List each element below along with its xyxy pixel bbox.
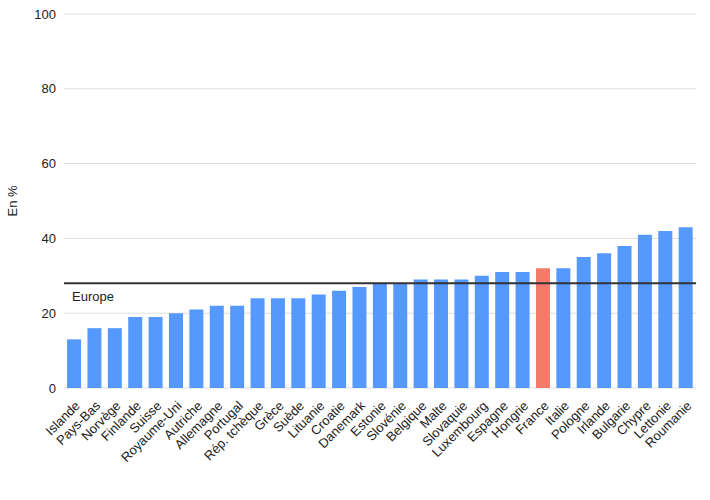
- svg-text:Suisse: Suisse: [126, 398, 165, 437]
- svg-text:Norvège: Norvège: [78, 398, 124, 444]
- svg-text:Slovénie: Slovénie: [363, 398, 409, 444]
- svg-text:60: 60: [42, 156, 56, 171]
- svg-text:France: France: [512, 398, 552, 438]
- svg-text:Pays-Bas: Pays-Bas: [53, 398, 104, 448]
- svg-text:100: 100: [34, 7, 56, 22]
- svg-text:20: 20: [42, 306, 56, 321]
- svg-text:Hongrie: Hongrie: [488, 398, 532, 441]
- svg-text:Royaume-Uni: Royaume-Uni: [118, 398, 185, 465]
- svg-text:Roumanie: Roumanie: [642, 398, 695, 451]
- svg-text:Estonie: Estonie: [347, 398, 389, 440]
- svg-text:Danemark: Danemark: [315, 398, 369, 452]
- svg-text:Suède: Suède: [269, 398, 308, 436]
- svg-text:Belgique: Belgique: [383, 398, 430, 445]
- svg-text:Lettonie: Lettonie: [630, 398, 675, 442]
- svg-text:Finlande: Finlande: [98, 398, 144, 444]
- svg-text:Allemagne: Allemagne: [171, 398, 226, 453]
- svg-text:Italie: Italie: [542, 398, 573, 429]
- svg-text:Rép. tchèque: Rép. tchèque: [201, 398, 266, 463]
- svg-text:Malte: Malte: [416, 398, 450, 432]
- svg-text:0: 0: [49, 381, 56, 396]
- svg-text:Bulgarie: Bulgarie: [589, 398, 634, 443]
- svg-text:Europe: Europe: [72, 289, 114, 304]
- svg-text:Irlande: Irlande: [574, 398, 613, 437]
- svg-text:Lituanie: Lituanie: [284, 398, 328, 441]
- svg-text:Luxembourg: Luxembourg: [428, 398, 491, 460]
- svg-text:40: 40: [42, 231, 56, 246]
- svg-text:Portugal: Portugal: [201, 398, 246, 443]
- svg-text:Espagne: Espagne: [464, 398, 511, 445]
- svg-text:En %: En %: [8, 185, 20, 217]
- svg-text:Pologne: Pologne: [548, 398, 593, 443]
- svg-text:Islande: Islande: [42, 398, 83, 439]
- svg-text:Autriche: Autriche: [160, 398, 206, 443]
- svg-text:Grèce: Grèce: [251, 398, 287, 434]
- svg-text:Croatie: Croatie: [307, 398, 348, 439]
- svg-text:Slovaquie: Slovaquie: [419, 398, 471, 449]
- svg-text:80: 80: [42, 81, 56, 96]
- svg-text:Chypre: Chypre: [613, 398, 654, 439]
